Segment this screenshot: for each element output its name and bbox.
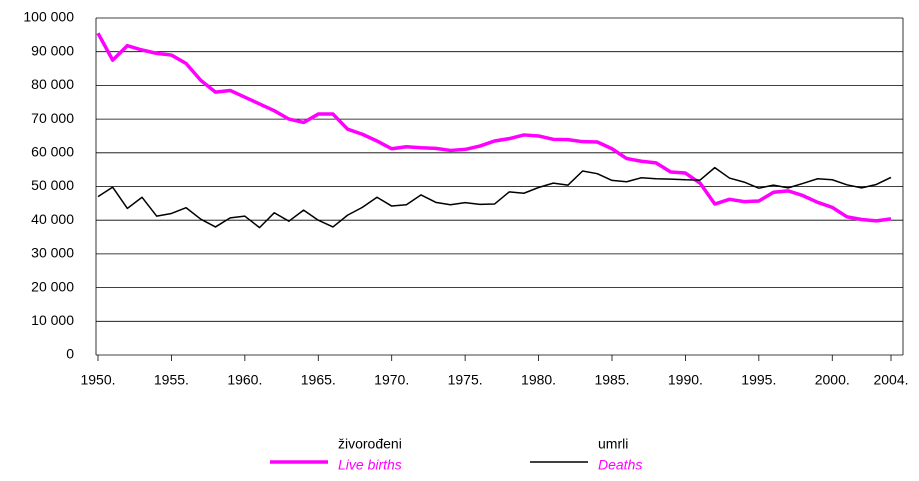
y-tick-label: 10 000 <box>31 312 74 328</box>
y-tick-label: 20 000 <box>31 278 74 294</box>
series-line <box>96 32 892 223</box>
legend-label: živorođeni <box>338 436 402 452</box>
y-tick-label: 50 000 <box>31 177 74 193</box>
y-tick-label: 90 000 <box>31 42 74 58</box>
y-tick-label: 70 000 <box>31 110 74 126</box>
x-tick-label: 2000. <box>815 372 850 388</box>
y-tick-label: 40 000 <box>31 211 74 227</box>
x-tick-label: 1960. <box>227 372 262 388</box>
x-tick-label: 1950. <box>80 372 115 388</box>
y-tick-label: 0 <box>66 346 74 362</box>
series-line <box>97 166 892 229</box>
legend-label-en: Live births <box>338 457 402 473</box>
y-tick-label: 80 000 <box>31 76 74 92</box>
x-tick-label: 1955. <box>154 372 189 388</box>
legend-label-en: Deaths <box>598 457 642 473</box>
x-tick-label: 1985. <box>594 372 629 388</box>
x-tick-label: 2004. <box>873 372 908 388</box>
legend-label: umrli <box>598 436 628 452</box>
x-tick-label: 1975. <box>448 372 483 388</box>
x-tick-label: 1995. <box>741 372 776 388</box>
x-tick-label: 1965. <box>301 372 336 388</box>
y-tick-label: 30 000 <box>31 245 74 261</box>
x-tick-label: 1970. <box>374 372 409 388</box>
x-tick-label: 1980. <box>521 372 556 388</box>
x-tick-label: 1990. <box>668 372 703 388</box>
y-tick-label: 100 000 <box>23 9 74 25</box>
y-tick-label: 60 000 <box>31 144 74 160</box>
